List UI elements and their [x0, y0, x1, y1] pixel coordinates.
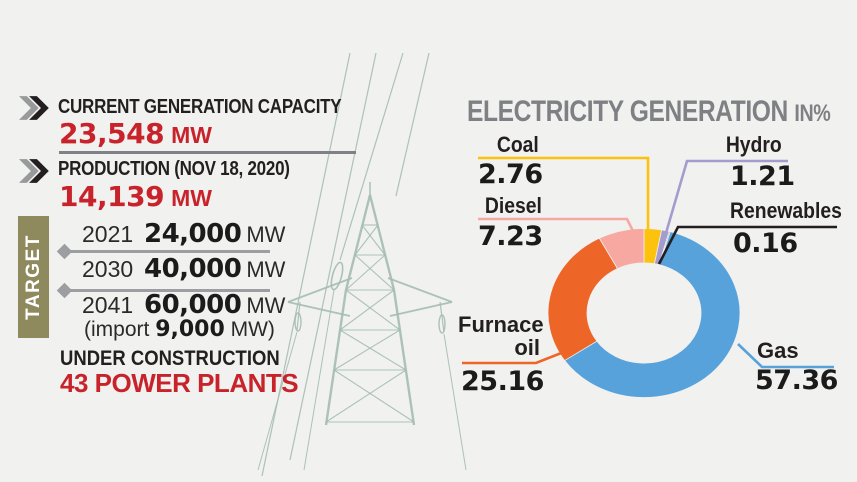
diesel-callout-line: [478, 217, 639, 240]
hydro-label: Hydro: [726, 132, 782, 157]
target-unit: MW: [246, 222, 286, 247]
callout-lines: [462, 156, 837, 369]
under-construction-label: UNDER CONSTRUCTION: [60, 347, 280, 370]
target-year: 2021: [82, 221, 134, 247]
production-unit: MW: [171, 185, 212, 211]
gas-label: Gas: [757, 338, 799, 363]
target-row-2041: 2041 60,000 MW: [82, 290, 285, 320]
section-divider: [59, 151, 356, 154]
target-value: 40,000: [144, 254, 242, 284]
target-divider: [56, 282, 271, 299]
chart-title: ELECTRICITY GENERATION IN%: [467, 95, 831, 128]
donut-ring: [547, 228, 741, 398]
diesel-label: Diesel: [484, 193, 542, 218]
target-bar: TARGET: [18, 216, 49, 338]
hydro-value: 1.21: [730, 161, 795, 192]
target-unit: MW: [246, 293, 286, 318]
target-value: 60,000: [144, 290, 242, 320]
renewables-label: Renewables: [730, 198, 842, 223]
capacity-number: 23,548: [59, 117, 165, 150]
renewables-callout-line: [657, 225, 837, 265]
production-label: PRODUCTION (NOV 18, 2020): [58, 158, 290, 180]
donut-segment-gas: [564, 231, 741, 398]
coal-value: 2.76: [478, 159, 543, 190]
import-note: (import 9,000 MW): [84, 317, 275, 342]
production-value: 14,139 MW: [59, 180, 212, 213]
coal-callout-line: [478, 156, 650, 236]
target-row-2030: 2030 40,000 MW: [82, 254, 285, 284]
target-unit: MW: [246, 257, 286, 282]
target-year: 2041: [82, 292, 134, 318]
capacity-label: CURRENT GENERATION CAPACITY: [58, 96, 342, 118]
target-divider: [56, 243, 271, 260]
furnace-oil-callout-line: [462, 346, 575, 365]
import-value: 9,000: [155, 317, 225, 342]
double-chevron-icon: [19, 96, 49, 120]
capacity-value: 23,548 MW: [59, 117, 212, 150]
donut-segment-furnace-oil: [547, 237, 619, 361]
diesel-value: 7.23: [478, 221, 543, 252]
furnace-oil-value: 25.16: [461, 366, 544, 397]
capacity-unit: MW: [171, 122, 212, 148]
target-value: 24,000: [144, 219, 242, 249]
under-construction-value: 43 POWER PLANTS: [60, 368, 299, 398]
furnace-oil-label: Furnace oil: [458, 312, 544, 361]
production-number: 14,139: [59, 180, 165, 213]
coal-label: Coal: [497, 132, 539, 157]
hydro-callout-line: [664, 159, 788, 234]
gas-value: 57.36: [755, 365, 838, 396]
transmission-tower-graphic: [257, 52, 467, 477]
target-row-2021: 2021 24,000 MW: [82, 219, 285, 249]
target-year: 2030: [82, 256, 134, 282]
double-chevron-icon: [19, 159, 49, 183]
donut-segment-diesel: [598, 228, 645, 270]
gas-callout-line: [737, 343, 834, 369]
renewables-value: 0.16: [733, 228, 798, 259]
chart-title-suffix: IN%: [794, 100, 831, 127]
